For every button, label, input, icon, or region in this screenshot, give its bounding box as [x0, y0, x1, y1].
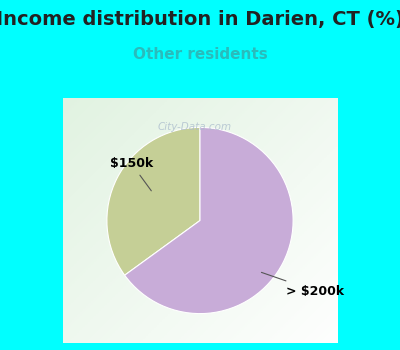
Text: $150k: $150k	[110, 157, 153, 191]
Text: City-Data.com: City-Data.com	[158, 122, 232, 132]
Text: Income distribution in Darien, CT (%): Income distribution in Darien, CT (%)	[0, 10, 400, 29]
Text: > $200k: > $200k	[262, 272, 344, 298]
Wedge shape	[125, 127, 293, 314]
Wedge shape	[107, 127, 200, 275]
Text: Other residents: Other residents	[133, 47, 267, 62]
